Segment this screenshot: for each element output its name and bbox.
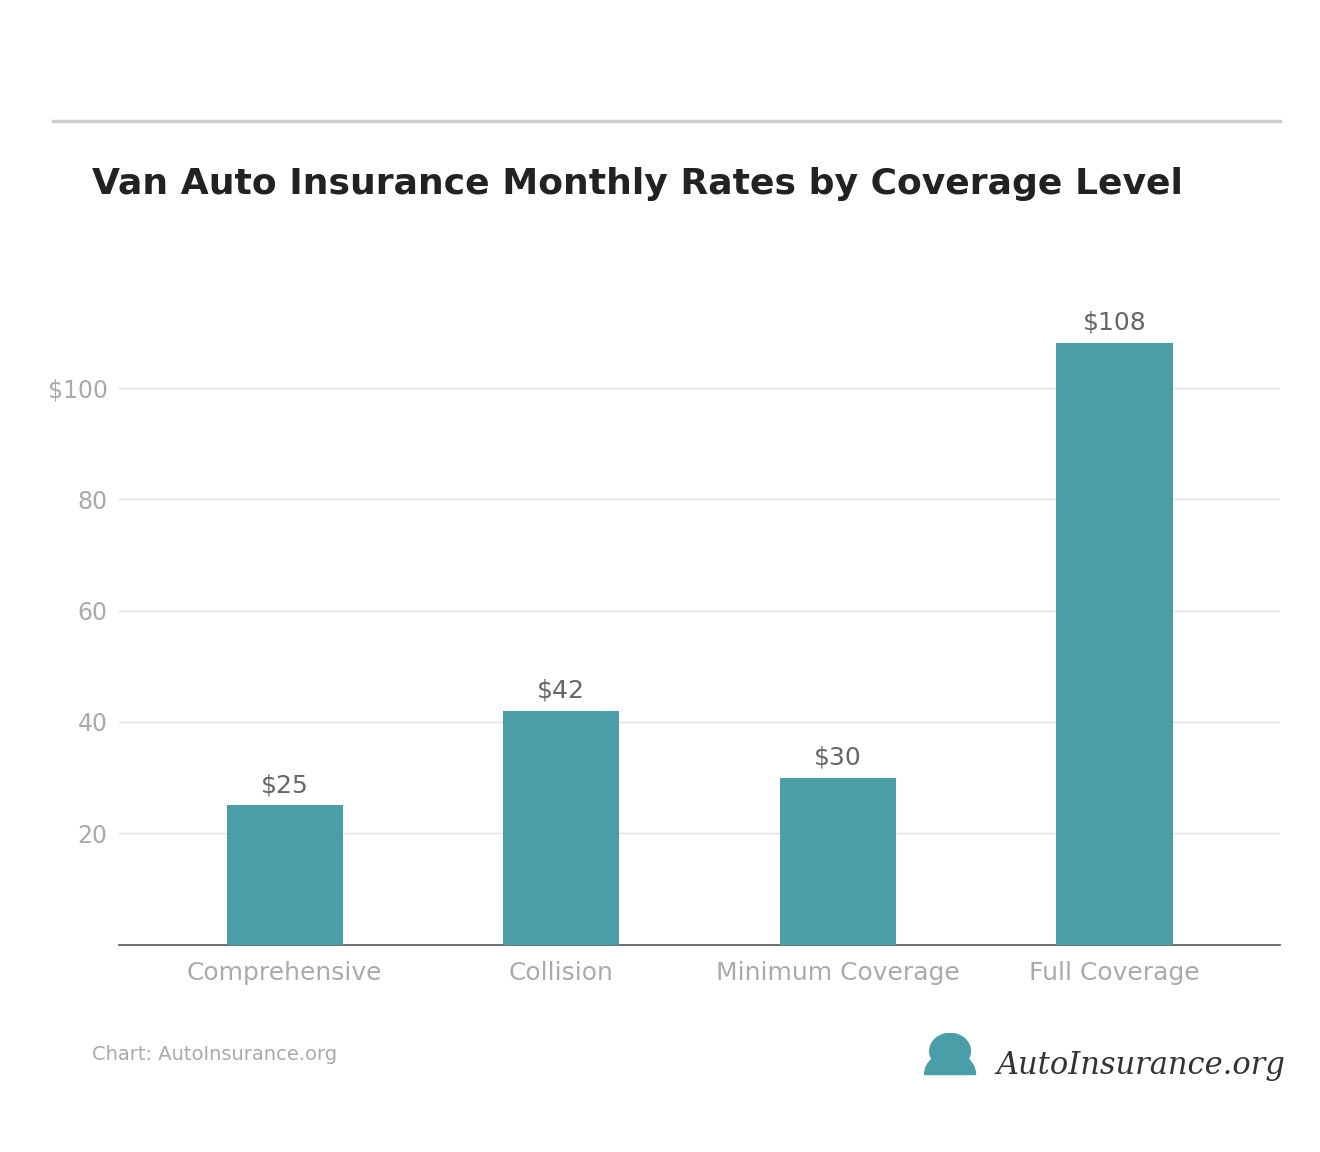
Bar — [1056, 343, 1172, 945]
Wedge shape — [924, 1053, 975, 1075]
Text: $42: $42 — [537, 679, 585, 703]
Text: AutoInsurance.org: AutoInsurance.org — [997, 1051, 1286, 1081]
Text: $30: $30 — [814, 745, 862, 770]
Text: $108: $108 — [1082, 311, 1146, 335]
Bar — [503, 711, 619, 945]
Text: Van Auto Insurance Monthly Rates by Coverage Level: Van Auto Insurance Monthly Rates by Cove… — [92, 167, 1183, 202]
Bar — [227, 805, 343, 945]
Bar — [780, 778, 896, 945]
Text: Chart: AutoInsurance.org: Chart: AutoInsurance.org — [92, 1045, 338, 1063]
Circle shape — [929, 1033, 970, 1069]
Text: $25: $25 — [261, 773, 309, 797]
